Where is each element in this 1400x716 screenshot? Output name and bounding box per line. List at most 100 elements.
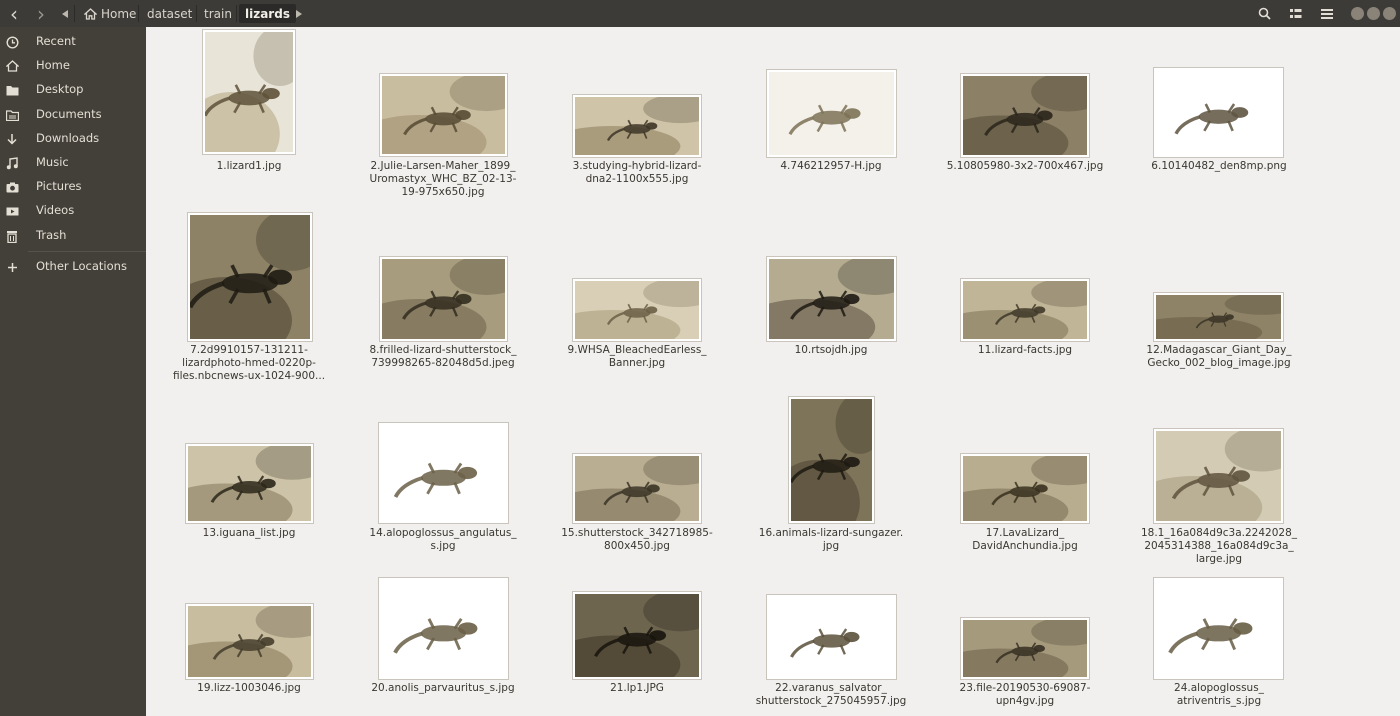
sidebar-item-label: Home xyxy=(36,58,70,72)
triangle-right-icon xyxy=(296,9,302,18)
breadcrumb-home[interactable]: Home xyxy=(78,4,142,23)
file-name-label: 15.shutterstock_342718985- 800x450.jpg xyxy=(561,527,713,552)
file-name-label: 19.lizz-1003046.jpg xyxy=(197,682,301,694)
lizard-photo-icon xyxy=(769,597,894,677)
file-thumbnail xyxy=(573,95,701,157)
lizard-photo-icon xyxy=(382,259,505,339)
maximize-button[interactable] xyxy=(1367,7,1380,20)
lizard-photo-icon xyxy=(575,281,699,339)
file-thumbnail xyxy=(1154,578,1283,679)
file-name-label: 23.file-20190530-69087- upn4gv.jpg xyxy=(959,682,1091,707)
sidebar-item-home[interactable]: Home xyxy=(0,55,146,77)
sidebar-item-recent[interactable]: Recent xyxy=(0,31,146,53)
lizard-photo-icon xyxy=(188,606,311,677)
file-thumbnail xyxy=(186,604,313,679)
pictures-icon xyxy=(5,180,19,194)
sidebar-item-label: Downloads xyxy=(36,131,100,145)
sidebar-item-pictures[interactable]: Pictures xyxy=(0,176,146,198)
file-name-label: 10.rtsojdh.jpg xyxy=(794,344,868,356)
menu-button[interactable] xyxy=(1314,0,1340,27)
file-name-label: 7.2d9910157-131211- lizardphoto-hmed-0220… xyxy=(172,344,326,382)
file-thumbnail xyxy=(1154,293,1283,341)
breadcrumb-train[interactable]: train xyxy=(198,4,238,23)
file-thumbnail xyxy=(188,213,312,341)
file-name-label: 24.alopoglossus_ atriventris_s.jpg xyxy=(1174,682,1264,707)
file-thumbnail xyxy=(767,257,896,341)
sidebar-item-desktop[interactable]: Desktop xyxy=(0,79,146,101)
file-thumbnail xyxy=(961,618,1089,679)
sidebar-item-trash[interactable]: Trash xyxy=(0,225,146,247)
breadcrumb-scroll-right-button[interactable] xyxy=(292,0,306,27)
file-name-label: 12.Madagascar_Giant_Day_ Gecko_002_blog_i… xyxy=(1146,344,1292,369)
sidebar-item-videos[interactable]: Videos xyxy=(0,200,146,222)
sidebar-item-other-locations[interactable]: Other Locations xyxy=(0,256,146,278)
file-name-label: 4.746212957-H.jpg xyxy=(780,160,882,172)
lizard-photo-icon xyxy=(381,425,506,521)
breadcrumb-scroll-left-button[interactable] xyxy=(58,0,72,27)
file-name-label: 20.anolis_parvauritus_s.jpg xyxy=(371,682,515,694)
lizard-photo-icon xyxy=(1156,431,1281,521)
file-thumbnail xyxy=(1154,429,1283,523)
lizard-photo-icon xyxy=(791,399,872,521)
file-grid: 1.lizard1.jpg 2.Julie-Larsen-Maher_1899_ U… xyxy=(146,27,1400,716)
file-name-label: 8.frilled-lizard-shutterstock_ 739998265-… xyxy=(369,344,517,369)
home-icon xyxy=(5,59,19,73)
breadcrumb-lizards[interactable]: lizards xyxy=(239,4,296,23)
breadcrumb-dataset[interactable]: dataset xyxy=(141,4,198,23)
lizard-photo-icon xyxy=(205,32,293,152)
file-name-label: 9.WHSA_BleachedEarless_ Banner.jpg xyxy=(567,344,707,369)
videos-icon xyxy=(5,204,19,218)
breadcrumb-label: Home xyxy=(101,6,137,21)
documents-icon xyxy=(5,108,19,122)
file-thumbnail xyxy=(379,423,508,523)
back-icon: ‹ xyxy=(10,1,18,26)
breadcrumb-label: dataset xyxy=(147,6,193,21)
file-thumbnail xyxy=(186,444,313,523)
lizard-photo-icon xyxy=(575,594,699,677)
breadcrumb-separator xyxy=(196,5,197,22)
search-button[interactable] xyxy=(1250,0,1278,27)
close-button[interactable] xyxy=(1383,7,1396,20)
file-thumbnail xyxy=(1154,68,1283,157)
triangle-left-icon xyxy=(62,9,68,18)
sidebar: Recent Home Desktop Documents Downloads … xyxy=(0,27,146,716)
plus-icon xyxy=(5,260,19,274)
file-thumbnail xyxy=(380,74,507,156)
lizard-photo-icon xyxy=(1156,580,1281,677)
file-thumbnail xyxy=(573,592,701,679)
file-name-label: 6.10140482_den8mp.png xyxy=(1151,160,1287,172)
file-name-label: 14.alopoglossus_angulatus_ s.jpg xyxy=(369,527,517,552)
back-button[interactable]: ‹ xyxy=(0,0,28,27)
lizard-photo-icon xyxy=(1156,295,1281,339)
minimize-button[interactable] xyxy=(1351,7,1364,20)
folder-icon xyxy=(5,83,19,97)
lizard-photo-icon xyxy=(1156,70,1281,155)
recent-icon xyxy=(5,35,19,49)
view-toggle-button[interactable] xyxy=(1283,0,1309,27)
breadcrumb-separator xyxy=(74,5,75,22)
hamburger-icon xyxy=(1321,8,1333,19)
forward-button[interactable]: › xyxy=(28,0,54,27)
sidebar-item-documents[interactable]: Documents xyxy=(0,104,146,126)
file-name-label: 13.iguana_list.jpg xyxy=(202,527,296,539)
file-thumbnail xyxy=(203,30,295,154)
file-thumbnail xyxy=(961,279,1089,341)
lizard-photo-icon xyxy=(190,215,310,339)
downloads-icon xyxy=(5,132,19,146)
file-name-label: 11.lizard-facts.jpg xyxy=(977,344,1073,356)
breadcrumb-separator xyxy=(138,5,139,22)
file-name-label: 2.Julie-Larsen-Maher_1899_ Uromastyx_WHC_… xyxy=(369,160,517,198)
sidebar-item-label: Documents xyxy=(36,107,102,121)
home-icon xyxy=(84,7,97,20)
sidebar-divider xyxy=(28,251,146,252)
breadcrumb-label: train xyxy=(204,6,232,21)
file-thumbnail xyxy=(961,454,1089,523)
file-thumbnail xyxy=(573,454,701,523)
lizard-photo-icon xyxy=(575,97,699,155)
file-thumbnail xyxy=(573,279,701,341)
sidebar-item-music[interactable]: Music xyxy=(0,152,146,174)
lizard-photo-icon xyxy=(769,259,894,339)
forward-icon: › xyxy=(37,1,45,26)
sidebar-item-downloads[interactable]: Downloads xyxy=(0,128,146,150)
